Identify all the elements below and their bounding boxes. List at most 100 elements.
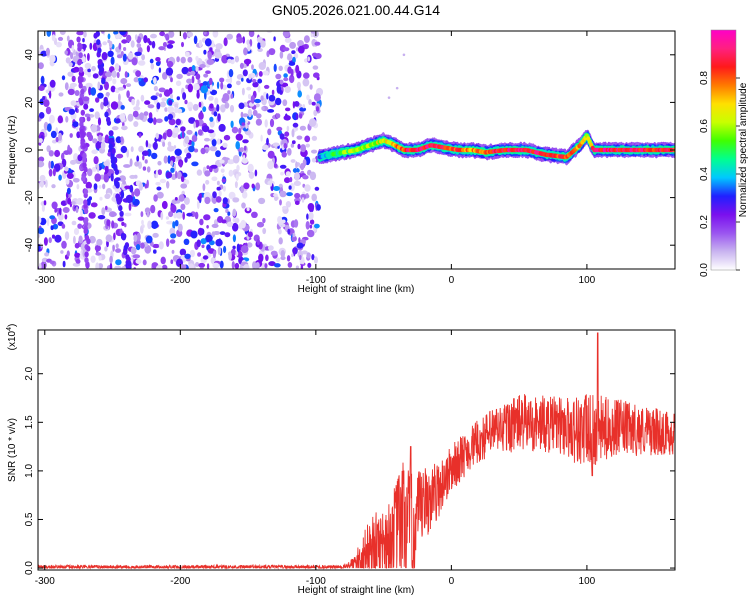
- noise-cell: [136, 155, 140, 162]
- noise-cell: [179, 248, 187, 256]
- noise-cell: [311, 135, 318, 141]
- noise-cell: [313, 109, 318, 117]
- noise-cell: [279, 199, 282, 206]
- noise-cell: [163, 155, 168, 164]
- noise-cell: [257, 85, 261, 93]
- snr-series: [38, 332, 675, 570]
- noise-cell: [260, 134, 263, 142]
- snr-panel: -300 -200 -100 0 100 0.0 0.5 1.0 1.5 2.0 Height o…: [6, 324, 676, 596]
- noise-cell: [170, 204, 177, 213]
- noise-cell: [292, 122, 299, 128]
- noise-cell: [287, 228, 291, 235]
- stripe-cell: [108, 143, 114, 150]
- noise-cell: [222, 142, 228, 148]
- noise-cell: [39, 174, 46, 182]
- noise-cell: [48, 114, 55, 124]
- snr-line: [38, 332, 675, 570]
- noise-cell: [91, 65, 96, 72]
- noise-cell: [87, 68, 91, 73]
- noise-cell: [49, 260, 55, 265]
- noise-cell: [211, 176, 218, 182]
- noise-cell: [97, 215, 106, 220]
- noise-cell: [260, 95, 264, 101]
- noise-cell: [121, 39, 128, 44]
- noise-cell: [280, 171, 284, 176]
- noise-cell: [266, 93, 269, 100]
- noise-cell: [238, 102, 245, 110]
- noise-cell: [308, 99, 312, 105]
- noise-cell: [184, 135, 190, 144]
- noise-cell: [101, 52, 108, 61]
- noise-cell: [164, 33, 170, 39]
- noise-cell: [49, 54, 56, 63]
- noise-cell: [246, 86, 252, 91]
- noise-cell: [88, 235, 96, 244]
- noise-cell: [138, 60, 146, 66]
- noise-cell: [162, 132, 167, 141]
- noise-cell: [190, 70, 196, 76]
- noise-cell: [196, 239, 201, 248]
- noise-cell: [273, 36, 276, 42]
- noise-cell: [235, 133, 243, 141]
- noise-cell: [166, 181, 170, 189]
- noise-cell: [38, 227, 45, 235]
- stripe-cell: [118, 205, 123, 212]
- noise-cell: [234, 262, 240, 269]
- noise-cell: [275, 113, 281, 119]
- noise-cell: [116, 153, 124, 159]
- noise-cell: [90, 87, 97, 96]
- stripe-cell: [83, 199, 88, 206]
- noise-cell: [95, 252, 102, 256]
- spectrogram-xlabel: Height of straight line (km): [298, 284, 415, 295]
- noise-cell: [38, 244, 41, 252]
- noise-cell: [288, 61, 296, 66]
- noise-cell: [124, 212, 132, 217]
- noise-cell: [248, 73, 252, 80]
- noise-cell: [275, 73, 282, 80]
- noise-cell: [255, 262, 260, 269]
- noise-cell: [188, 263, 195, 269]
- noise-cell: [313, 72, 320, 78]
- noise-cell: [211, 195, 218, 204]
- stripe-cell: [78, 66, 84, 73]
- noise-cell: [46, 145, 51, 153]
- noise-cell: [50, 160, 54, 169]
- stripe-cell: [114, 180, 119, 187]
- snr-scale-exponent: 4: [6, 327, 13, 331]
- noise-cell: [158, 241, 164, 250]
- noise-cell: [402, 53, 406, 57]
- noise-cell: [93, 156, 99, 165]
- noise-cell: [228, 69, 234, 78]
- noise-cell: [176, 108, 183, 114]
- noise-cell: [143, 35, 148, 44]
- noise-cell: [179, 264, 187, 269]
- stripe-cell: [127, 260, 132, 267]
- noise-cell: [256, 221, 265, 228]
- noise-cell: [86, 116, 91, 122]
- noise-cell: [51, 201, 58, 210]
- noise-cell: [96, 164, 100, 173]
- noise-cell: [133, 121, 139, 127]
- noise-cell: [291, 253, 294, 258]
- noise-cell: [176, 96, 180, 101]
- noise-cell: [62, 207, 70, 213]
- noise-cell: [50, 225, 54, 231]
- noise-cell: [262, 70, 269, 76]
- noise-cell: [262, 227, 267, 235]
- noise-cell: [234, 217, 240, 224]
- noise-cell: [135, 259, 142, 264]
- noise-cell: [264, 263, 268, 269]
- noise-cell: [120, 51, 124, 56]
- noise-cell: [74, 242, 80, 249]
- noise-cell: [300, 163, 305, 171]
- noise-cell: [113, 31, 119, 35]
- noise-cell: [185, 51, 190, 57]
- noise-cell: [153, 77, 157, 85]
- noise-cell: [307, 203, 315, 211]
- noise-cell: [289, 176, 293, 183]
- noise-cell: [114, 63, 120, 71]
- noise-cell: [224, 102, 230, 109]
- noise-cell: [159, 93, 162, 98]
- noise-cell: [202, 255, 209, 260]
- noise-cell: [46, 31, 52, 37]
